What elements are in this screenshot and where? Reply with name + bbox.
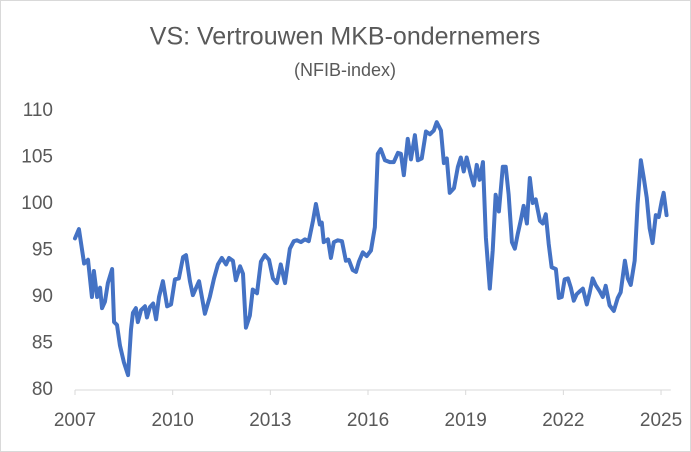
x-tick-label: 2025 <box>640 410 682 431</box>
y-tick-label: 110 <box>23 100 53 121</box>
x-tick-label: 2013 <box>249 410 291 431</box>
chart-subtitle: (NFIB-index) <box>294 60 396 80</box>
data-line <box>73 120 669 378</box>
y-tick-label: 100 <box>21 193 53 214</box>
x-tick-label: 2022 <box>542 410 584 431</box>
x-tick-label: 2016 <box>347 410 389 431</box>
y-tick-label: 80 <box>32 379 53 400</box>
y-tick-label: 105 <box>21 147 53 168</box>
x-tick-label: 2007 <box>54 410 96 431</box>
x-tick-label: 2010 <box>152 410 194 431</box>
y-tick-label: 85 <box>32 333 53 354</box>
y-tick-label: 95 <box>32 240 53 261</box>
x-tick-label: 2019 <box>445 410 487 431</box>
y-tick-label: 90 <box>32 286 53 307</box>
chart-title: VS: Vertrouwen MKB-ondernemers <box>150 23 540 51</box>
